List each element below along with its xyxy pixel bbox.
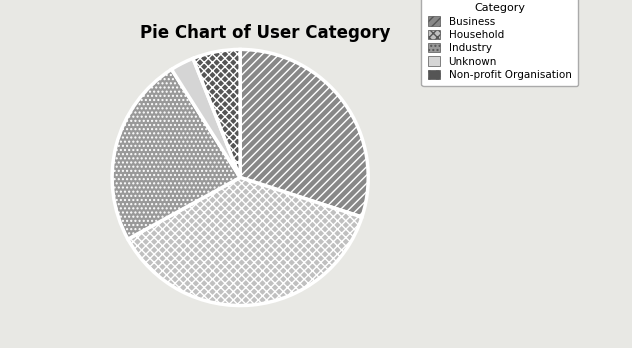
Wedge shape — [128, 177, 362, 306]
Wedge shape — [240, 49, 368, 217]
Legend: Business, Household, Industry, Unknown, Non-profit Organisation: Business, Household, Industry, Unknown, … — [422, 0, 578, 86]
Wedge shape — [112, 69, 240, 239]
Wedge shape — [171, 58, 240, 177]
Text: Pie Chart of User Category: Pie Chart of User Category — [140, 24, 391, 42]
Wedge shape — [193, 49, 240, 177]
